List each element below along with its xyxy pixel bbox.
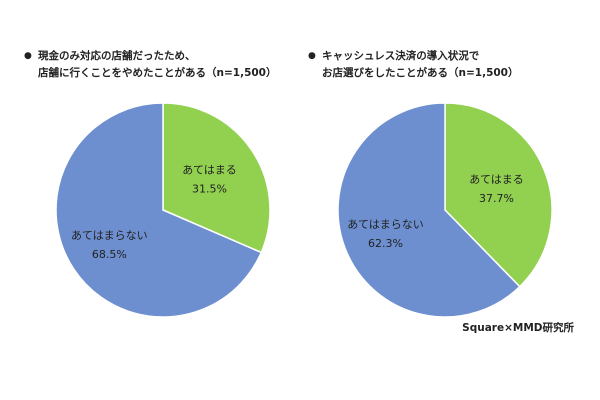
pie-chart-right: あてはまる 37.7% あてはまらない 62.3% bbox=[337, 102, 553, 318]
slice-label-left-no: あてはまらない bbox=[71, 229, 148, 242]
slice-value-right-yes: 37.7% bbox=[479, 192, 514, 205]
slice-label-right-yes: あてはまる bbox=[469, 173, 524, 186]
pie-slice-right-no bbox=[337, 102, 521, 318]
slice-label-right-no: あてはまらない bbox=[347, 218, 424, 231]
pie-slice-right-yes bbox=[444, 102, 553, 288]
chart-title-right: ● キャッシュレス決済の導入状況で お店選びをしたことがある（n=1,500） bbox=[308, 48, 519, 82]
bullet-icon: ● bbox=[308, 51, 316, 61]
slice-value-left-yes: 31.5% bbox=[192, 182, 227, 195]
pie-slice-left-no bbox=[55, 102, 263, 318]
slice-value-left-no: 68.5% bbox=[92, 248, 127, 261]
chart-title-left-line-2: 店舗に行くことをやめたことがある（n=1,500） bbox=[38, 67, 277, 79]
pie-slice-left-yes bbox=[162, 102, 271, 254]
chart-title-right-line-2: お店選びをしたことがある（n=1,500） bbox=[322, 67, 519, 79]
slice-value-right-no: 62.3% bbox=[368, 237, 403, 250]
chart-title-right-line-1: キャッシュレス決済の導入状況で bbox=[322, 50, 480, 62]
bullet-icon: ● bbox=[24, 51, 32, 61]
slice-label-left-yes: あてはまる bbox=[182, 163, 237, 176]
chart-title-left-line-1: 現金のみ対応の店舗だったため、 bbox=[38, 50, 196, 62]
pie-chart-left: あてはまる 31.5% あてはまらない 68.5% bbox=[55, 102, 271, 318]
chart-title-left: ● 現金のみ対応の店舗だったため、 店舗に行くことをやめたことがある（n=1,5… bbox=[24, 48, 277, 82]
source-credit: Square×MMD研究所 bbox=[462, 322, 574, 334]
